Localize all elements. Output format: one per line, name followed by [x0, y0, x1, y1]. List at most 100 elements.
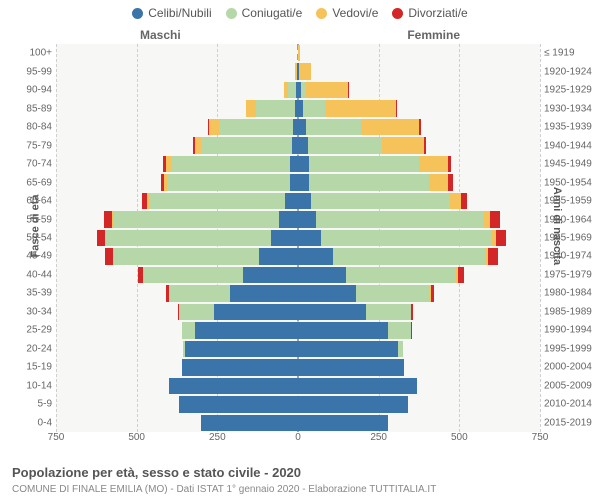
- bar-segment: [298, 341, 398, 357]
- bar-segment: [298, 119, 306, 135]
- bar-segment: [298, 174, 309, 190]
- bar-segment: [346, 267, 456, 283]
- bar-segment: [167, 174, 290, 190]
- age-tick: 45-49: [12, 251, 52, 262]
- bar-segment: [243, 267, 298, 283]
- bar-segment: [411, 304, 413, 320]
- male-bar: [161, 174, 298, 190]
- legend: Celibi/NubiliConiugati/eVedovi/eDivorzia…: [0, 6, 600, 20]
- birth-tick: 2010-2014: [544, 399, 596, 410]
- age-tick: 70-74: [12, 159, 52, 170]
- bar-segment: [306, 82, 348, 98]
- bar-segment: [105, 248, 113, 264]
- female-bar: [298, 211, 500, 227]
- x-tick: 750: [48, 432, 65, 443]
- age-tick: 50-54: [12, 232, 52, 243]
- birth-tick: 1945-1949: [544, 159, 596, 170]
- birth-tick: 1965-1969: [544, 232, 596, 243]
- age-tick: 90-94: [12, 85, 52, 96]
- pyramid-row: 80-841935-1939: [56, 118, 540, 136]
- bar-segment: [298, 193, 311, 209]
- legend-label: Divorziati/e: [408, 6, 467, 20]
- bar-segment: [303, 100, 326, 116]
- male-bar: [163, 156, 298, 172]
- bar-segment: [298, 137, 308, 153]
- bar-segment: [179, 396, 298, 412]
- pyramid-row: 95-991920-1924: [56, 62, 540, 80]
- bar-segment: [179, 304, 214, 320]
- bar-segment: [298, 396, 408, 412]
- bar-segment: [411, 322, 412, 338]
- bar-segment: [325, 100, 396, 116]
- bar-segment: [201, 137, 291, 153]
- bar-segment: [97, 230, 105, 246]
- age-tick: 40-44: [12, 269, 52, 280]
- bar-segment: [448, 156, 451, 172]
- pyramid-row: 50-541965-1969: [56, 229, 540, 247]
- birth-tick: 1995-1999: [544, 343, 596, 354]
- pyramid-row: 35-391980-1984: [56, 284, 540, 302]
- female-bar: [298, 285, 434, 301]
- male-bar: [183, 341, 299, 357]
- age-tick: 65-69: [12, 177, 52, 188]
- bar-segment: [309, 156, 419, 172]
- legend-item: Vedovi/e: [316, 6, 378, 20]
- pyramid-row: 55-591960-1964: [56, 210, 540, 228]
- bar-segment: [366, 304, 411, 320]
- birth-tick: 1985-1989: [544, 306, 596, 317]
- bar-segment: [256, 100, 295, 116]
- age-tick: 10-14: [12, 380, 52, 391]
- pyramid-row: 70-741945-1949: [56, 155, 540, 173]
- birth-tick: 1970-1974: [544, 251, 596, 262]
- birth-tick: 1920-1924: [544, 66, 596, 77]
- age-tick: 75-79: [12, 140, 52, 151]
- female-bar: [298, 396, 408, 412]
- age-tick: 20-24: [12, 343, 52, 354]
- bar-segment: [448, 174, 453, 190]
- birth-tick: 1960-1964: [544, 214, 596, 225]
- female-bar: [298, 304, 413, 320]
- bar-segment: [450, 193, 461, 209]
- male-bar: [97, 230, 298, 246]
- bar-segment: [214, 304, 298, 320]
- male-bar: [105, 248, 298, 264]
- pyramid-row: 45-491970-1974: [56, 247, 540, 265]
- gridline: [540, 44, 541, 432]
- age-tick: 95-99: [12, 66, 52, 77]
- birth-tick: 1930-1934: [544, 103, 596, 114]
- female-bar: [298, 378, 417, 394]
- bar-segment: [298, 267, 346, 283]
- bar-segment: [309, 174, 428, 190]
- bar-segment: [230, 285, 298, 301]
- birth-tick: 2000-2004: [544, 362, 596, 373]
- birth-tick: 1980-1984: [544, 288, 596, 299]
- female-bar: [298, 341, 403, 357]
- chart-title: Popolazione per età, sesso e stato civil…: [12, 465, 301, 480]
- bar-segment: [169, 285, 230, 301]
- female-bar: [298, 100, 397, 116]
- birth-tick: 1975-1979: [544, 269, 596, 280]
- legend-swatch: [226, 8, 237, 19]
- bar-segment: [298, 304, 366, 320]
- bar-segment: [169, 378, 298, 394]
- age-tick: 5-9: [12, 399, 52, 410]
- female-bar: [298, 415, 388, 431]
- male-bar: [142, 193, 298, 209]
- bar-segment: [298, 378, 417, 394]
- female-bar: [298, 119, 421, 135]
- bar-segment: [306, 119, 361, 135]
- pyramid-row: 90-941925-1929: [56, 81, 540, 99]
- bar-segment: [143, 267, 243, 283]
- bar-segment: [298, 248, 333, 264]
- age-tick: 0-4: [12, 417, 52, 428]
- pyramid-row: 100+≤ 1919: [56, 44, 540, 62]
- male-bar: [182, 322, 298, 338]
- male-bar: [138, 267, 298, 283]
- male-bar: [179, 396, 298, 412]
- age-tick: 30-34: [12, 306, 52, 317]
- pyramid-row: 25-291990-1994: [56, 321, 540, 339]
- bar-segment: [348, 82, 349, 98]
- legend-item: Coniugati/e: [226, 6, 303, 20]
- bar-segment: [201, 415, 298, 431]
- bar-segment: [114, 248, 259, 264]
